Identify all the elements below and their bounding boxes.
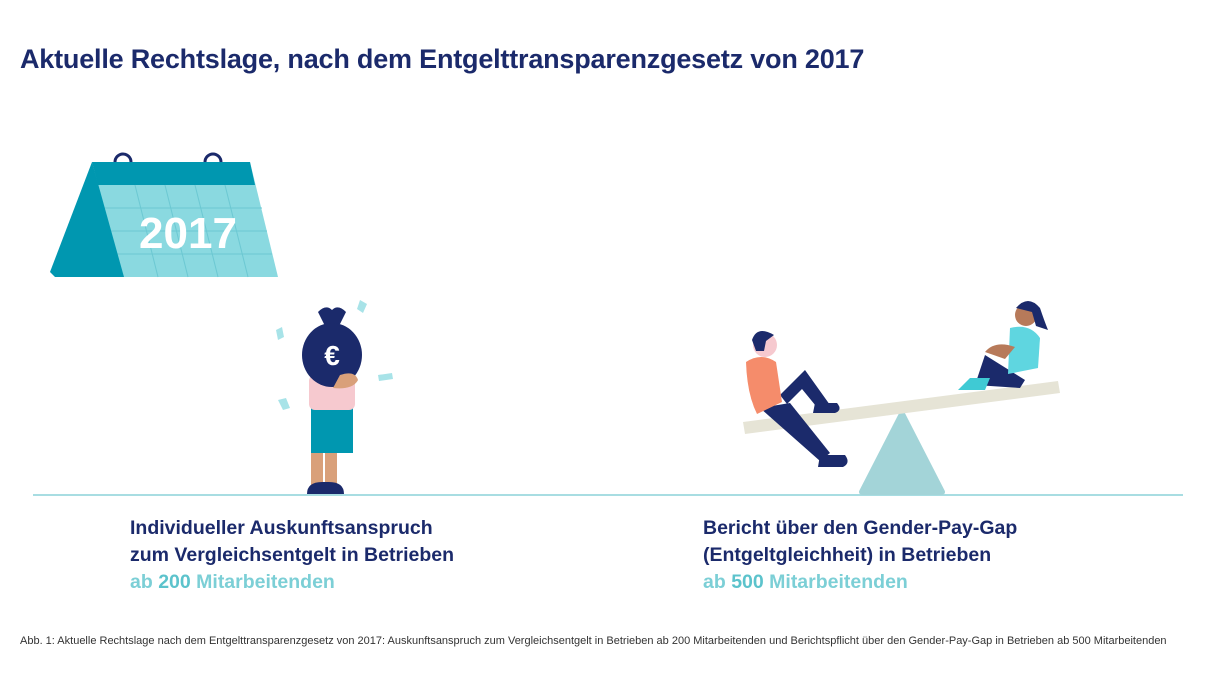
euro-icon: € [324,340,340,371]
right-line-2: (Entgeltgleichheit) in Betrieben [703,544,992,566]
left-info-block: Individueller Auskunftsanspruch zum Verg… [130,515,454,596]
right-threshold-prefix: ab [703,571,726,593]
calendar-year: 2017 [139,209,237,258]
right-info-block: Bericht über den Gender-Pay-Gap (Entgelt… [703,515,1017,596]
right-line-1: Bericht über den Gender-Pay-Gap [703,517,1018,539]
page-title: Aktuelle Rechtslage, nach dem Entgelttra… [20,44,865,74]
left-threshold-prefix: ab [130,571,153,593]
right-threshold: ab 500 Mitarbeitenden [703,569,1017,596]
calendar-icon: 2017 [50,152,278,278]
seesaw-figure [743,301,1060,495]
left-threshold-suffix: Mitarbeitenden [196,571,335,593]
left-line-1: Individueller Auskunftsanspruch [130,517,433,539]
right-threshold-number: 500 [731,571,764,593]
figure-caption: Abb. 1: Aktuelle Rechtslage nach dem Ent… [20,635,1167,647]
left-threshold-number: 200 [158,571,191,593]
woman-money-bag-figure: € [276,300,393,494]
left-line-2: zum Vergleichsentgelt in Betrieben [130,544,454,566]
left-threshold: ab 200 Mitarbeitenden [130,569,454,596]
right-threshold-suffix: Mitarbeitenden [769,571,908,593]
